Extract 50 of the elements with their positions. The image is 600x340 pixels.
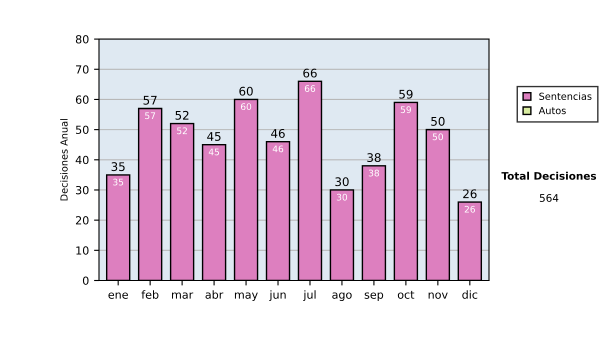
total-label: 30 — [335, 177, 349, 186]
total-label: 60 — [239, 86, 253, 96]
y-tick-label: 20 — [76, 216, 89, 225]
data-label: 38 — [368, 170, 380, 176]
total-label: 45 — [207, 132, 221, 141]
y-tick-label: 10 — [76, 246, 89, 255]
total-label: 50 — [431, 116, 445, 126]
data-label: 46 — [272, 145, 284, 152]
y-tick-label: 50 — [76, 126, 89, 134]
y-tick-label: 60 — [76, 95, 89, 104]
x-tick-label: may — [234, 292, 258, 301]
data-label: 52 — [177, 127, 187, 134]
y-tick-label: 80 — [76, 35, 89, 44]
total-label: 26 — [463, 189, 477, 198]
x-tick-label: abr — [206, 290, 224, 299]
data-label: 26 — [464, 206, 475, 213]
total-label: 52 — [176, 110, 188, 120]
total-label: 66 — [303, 68, 317, 78]
total-label: 38 — [367, 153, 381, 162]
legend-label: Sentencias — [539, 92, 592, 100]
total-label: 57 — [144, 96, 157, 105]
x-tick-label: feb — [142, 290, 158, 299]
legend-label: Autos — [538, 107, 566, 114]
x-tick-label: jun — [269, 290, 286, 301]
x-tick-label: oct — [398, 290, 414, 299]
x-tick-label: sep — [364, 292, 384, 301]
data-label: 45 — [208, 148, 220, 156]
data-label: 59 — [400, 106, 411, 114]
x-tick-label: mar — [172, 292, 194, 299]
x-tick-label: dic — [462, 290, 478, 299]
text: 564 — [540, 194, 558, 202]
x-tick-label: ene — [108, 292, 128, 299]
x-tick-label: nov — [428, 292, 448, 299]
text: Total Decisiones — [501, 172, 596, 180]
y-tick-label: 0 — [82, 276, 89, 285]
y-tick-label: 40 — [76, 156, 89, 164]
data-label: 30 — [336, 194, 348, 201]
data-label: 50 — [432, 133, 443, 140]
data-label: 60 — [240, 103, 252, 110]
x-tick-label: jul — [303, 290, 316, 301]
data-label: 35 — [113, 178, 124, 186]
total-label: 46 — [271, 128, 285, 138]
total-label: 35 — [112, 162, 125, 172]
data-label: 66 — [304, 85, 316, 92]
data-label: 57 — [145, 112, 156, 120]
y-axis-title: Decisiones Anual — [60, 119, 68, 200]
y-tick-label: 70 — [76, 65, 89, 74]
x-tick-label: ago — [332, 292, 352, 301]
total-label: 59 — [399, 90, 413, 99]
y-tick-label: 30 — [76, 186, 89, 194]
